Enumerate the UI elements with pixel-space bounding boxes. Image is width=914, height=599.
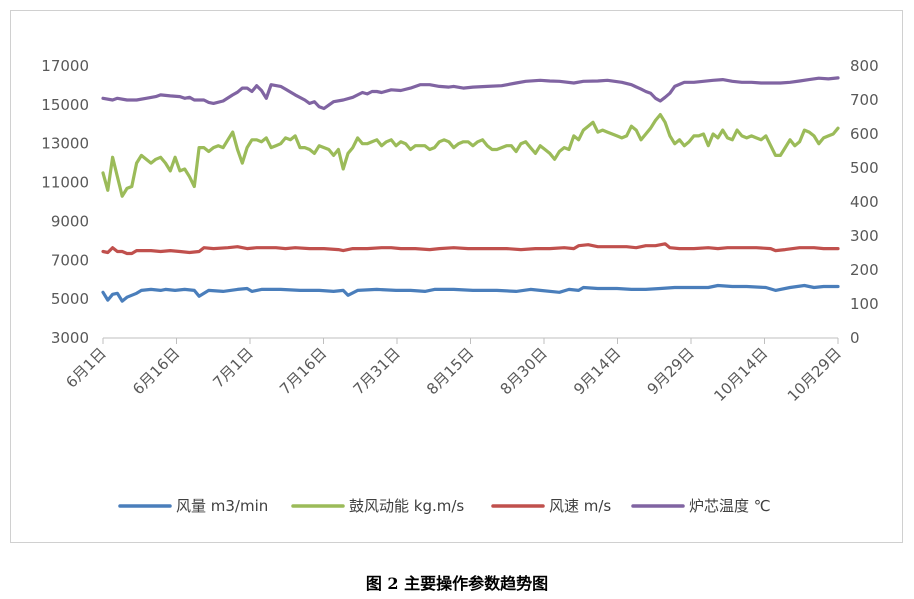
trend-chart: 3000 5000 7000 9000 11000 13000 15000 17000 0 100… bbox=[41, 57, 879, 515]
left-y-tick-label: 11000 bbox=[41, 174, 89, 192]
series-line-2 bbox=[101, 242, 840, 256]
right-y-tick-label: 400 bbox=[850, 193, 879, 211]
x-tick-label: 6月16日 bbox=[129, 344, 183, 398]
left-y-tick-label: 5000 bbox=[51, 290, 89, 308]
left-y-tick-label: 3000 bbox=[51, 329, 89, 347]
right-y-tick-label: 800 bbox=[850, 57, 879, 75]
right-y-tick-label: 500 bbox=[850, 159, 879, 177]
legend-label-2: 风速 m/s bbox=[549, 497, 611, 515]
x-tick-label: 7月1日 bbox=[209, 344, 256, 391]
figure-caption: 图 2 主要操作参数趋势图 bbox=[365, 574, 549, 593]
chart-frame bbox=[10, 10, 903, 543]
x-tick-label: 9月14日 bbox=[570, 344, 624, 398]
x-tick-label: 9月29日 bbox=[644, 344, 698, 398]
x-tick-label: 7月31日 bbox=[350, 344, 404, 398]
x-tick-label: 8月30日 bbox=[497, 344, 551, 398]
series-line-0 bbox=[101, 283, 840, 303]
left-y-tick-label: 7000 bbox=[51, 251, 89, 269]
legend-label-0: 风量 m3/min bbox=[176, 497, 268, 515]
x-tick-label: 10月29日 bbox=[784, 344, 845, 405]
right-y-tick-label: 300 bbox=[850, 227, 879, 245]
series-line-1 bbox=[101, 112, 840, 198]
right-y-tick-label: 100 bbox=[850, 295, 879, 313]
x-tick-label: 6月1日 bbox=[62, 344, 109, 391]
left-y-tick-label: 17000 bbox=[41, 57, 89, 75]
x-tick-label: 10月14日 bbox=[710, 344, 771, 405]
left-y-tick-label: 13000 bbox=[41, 135, 89, 153]
left-y-tick-label: 9000 bbox=[51, 212, 89, 230]
legend-label-1: 鼓风动能 kg.m/s bbox=[349, 497, 464, 515]
left-y-tick-label: 15000 bbox=[41, 96, 89, 114]
legend-label-3: 炉芯温度 ℃ bbox=[689, 497, 771, 515]
right-y-tick-label: 600 bbox=[850, 125, 879, 143]
right-y-tick-label: 200 bbox=[850, 261, 879, 279]
x-tick-label: 8月15日 bbox=[423, 344, 477, 398]
series-line-3 bbox=[101, 76, 840, 111]
x-tick-label: 7月16日 bbox=[276, 344, 330, 398]
right-y-tick-label: 0 bbox=[850, 329, 860, 347]
right-y-tick-label: 700 bbox=[850, 91, 879, 109]
